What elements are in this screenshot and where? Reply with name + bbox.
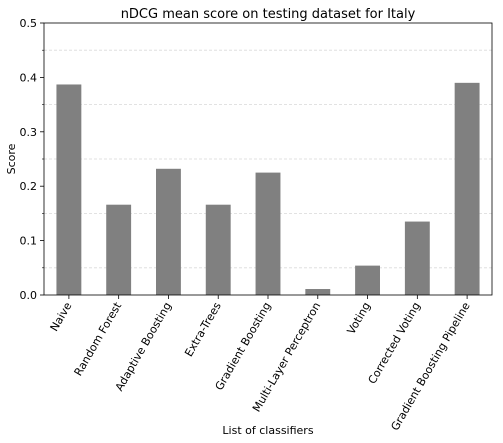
bar — [355, 265, 380, 295]
bar — [156, 168, 181, 295]
y-tick-label: 0.1 — [20, 235, 38, 248]
bar — [255, 172, 281, 295]
bar — [106, 204, 132, 295]
y-tick-label: 0.2 — [20, 180, 38, 193]
y-tick-label: 0.4 — [20, 71, 38, 84]
x-axis-label: List of classifiers — [222, 424, 313, 437]
chart-title: nDCG mean score on testing dataset for I… — [121, 7, 416, 22]
y-tick-label: 0.0 — [20, 289, 38, 302]
bars — [56, 82, 480, 295]
y-tick-label: 0.5 — [20, 17, 38, 30]
y-axis-label: Score — [5, 143, 18, 174]
bar — [205, 204, 231, 295]
bar — [404, 221, 430, 295]
y-tick-label: 0.3 — [20, 126, 38, 139]
bar — [454, 82, 480, 295]
y-axis-ticks: 0.0 0.1 0.2 0.3 0.4 0.5 — [20, 17, 44, 302]
bar — [56, 84, 82, 295]
bar — [305, 289, 331, 295]
